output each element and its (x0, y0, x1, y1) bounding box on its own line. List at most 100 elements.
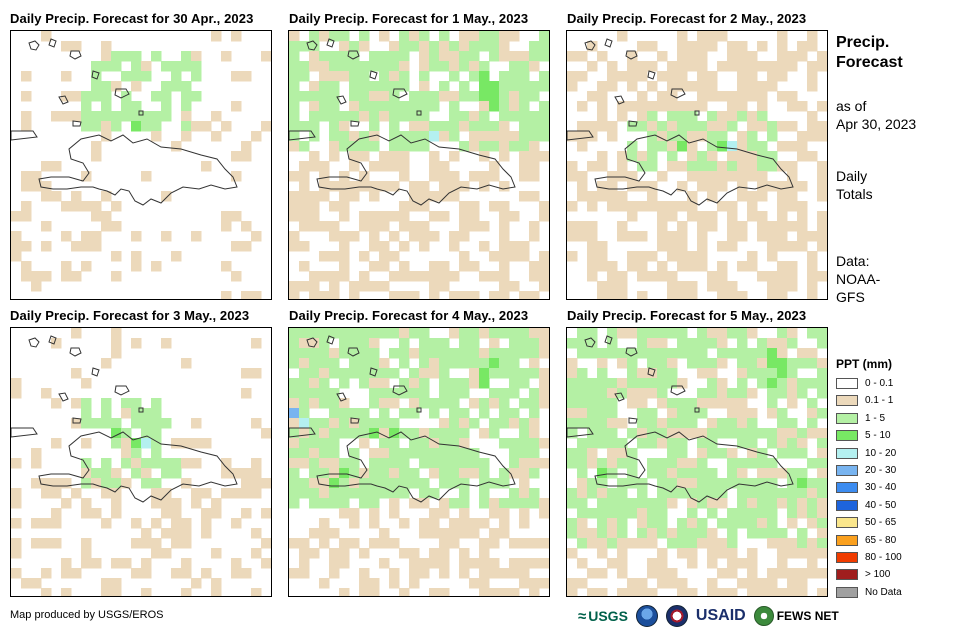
precip-cell (577, 498, 588, 509)
precip-cell (787, 328, 798, 339)
precip-cell (797, 141, 808, 152)
precip-cell (399, 41, 410, 52)
precip-cell (121, 101, 132, 112)
precip-cell (657, 508, 668, 519)
sidebar-totals-line1: Daily (836, 168, 868, 184)
precip-cell (767, 368, 778, 379)
precip-cell (101, 111, 112, 122)
precip-cell (469, 578, 480, 589)
precip-cell (717, 388, 728, 399)
precip-cell (429, 458, 440, 469)
precip-cell (319, 438, 330, 449)
precip-cell (519, 151, 530, 162)
precip-cell (359, 71, 370, 82)
precip-cell (747, 81, 758, 92)
legend-swatch (836, 569, 858, 581)
precip-cell (339, 111, 350, 122)
precip-cell (61, 478, 72, 489)
precip-cell (299, 338, 310, 349)
precip-cell (529, 111, 540, 122)
precip-cell (657, 358, 668, 369)
precip-cell (519, 171, 530, 182)
precip-cell (529, 418, 540, 429)
precip-cell (439, 508, 450, 519)
precip-cell (409, 378, 420, 389)
precip-cell (409, 121, 420, 132)
precip-cell (747, 201, 758, 212)
precip-cell (479, 271, 490, 282)
precip-cell (211, 508, 222, 519)
precip-cell (567, 231, 578, 242)
precip-cell (419, 201, 430, 212)
precip-cell (399, 241, 410, 252)
precip-cell (607, 398, 618, 409)
precip-cell (577, 558, 588, 569)
precip-cell (479, 91, 490, 102)
precip-cell (21, 201, 32, 212)
precip-cell (657, 458, 668, 469)
precip-cell (389, 231, 400, 242)
precip-cell (329, 81, 340, 92)
precip-cell (707, 478, 718, 489)
precip-cell (697, 478, 708, 489)
precip-cell (787, 578, 798, 589)
precip-cell (429, 558, 440, 569)
precip-cell (787, 418, 798, 429)
precip-cell (797, 151, 808, 162)
island-outline (138, 110, 144, 116)
precip-cell (409, 221, 420, 232)
precip-cell (529, 558, 540, 569)
precip-cell (309, 271, 320, 282)
precip-cell (319, 221, 330, 232)
precip-cell (429, 428, 440, 439)
precip-cell (697, 498, 708, 509)
precip-cell (299, 418, 310, 429)
precip-cell (499, 388, 510, 399)
precip-cell (241, 291, 252, 299)
precip-cell (359, 271, 370, 282)
legend-swatch (836, 465, 858, 476)
precip-cell (319, 378, 330, 389)
precip-cell (509, 448, 520, 459)
precip-cell (319, 458, 330, 469)
precip-cell (577, 368, 588, 379)
precip-cell (61, 568, 72, 579)
precip-cell (339, 328, 350, 339)
precip-cell (617, 568, 628, 579)
precip-cell (539, 41, 549, 52)
precip-cell (439, 568, 450, 579)
precip-cell (737, 398, 748, 409)
precip-cell (399, 221, 410, 232)
map-panel-5 (288, 327, 550, 597)
precip-cell (459, 31, 470, 42)
precip-cell (251, 418, 262, 429)
precip-cell (151, 488, 162, 499)
precip-cell (817, 568, 827, 579)
precip-cell (627, 538, 638, 549)
precip-cell (369, 578, 380, 589)
precip-cell (309, 121, 320, 132)
precip-cell (399, 328, 410, 339)
precip-cell (289, 378, 300, 389)
precip-cell (667, 528, 678, 539)
precip-cell (667, 61, 678, 72)
precip-cell (747, 548, 758, 559)
precip-cell (369, 418, 380, 429)
precip-cell (251, 338, 262, 349)
precip-cell (677, 251, 688, 262)
precip-cell (489, 31, 500, 42)
precip-cell (687, 131, 698, 142)
precip-cell (251, 458, 262, 469)
precip-cell (439, 131, 450, 142)
precip-cell (101, 91, 112, 102)
precip-cell (309, 51, 320, 62)
precip-cell (687, 408, 698, 419)
precip-cell (797, 231, 808, 242)
precip-cell (499, 408, 510, 419)
precip-cell (607, 488, 618, 499)
precip-cell (339, 251, 350, 262)
precip-cell (647, 568, 658, 579)
precip-cell (51, 488, 62, 499)
precip-cell (757, 141, 768, 152)
precip-cell (329, 498, 340, 509)
